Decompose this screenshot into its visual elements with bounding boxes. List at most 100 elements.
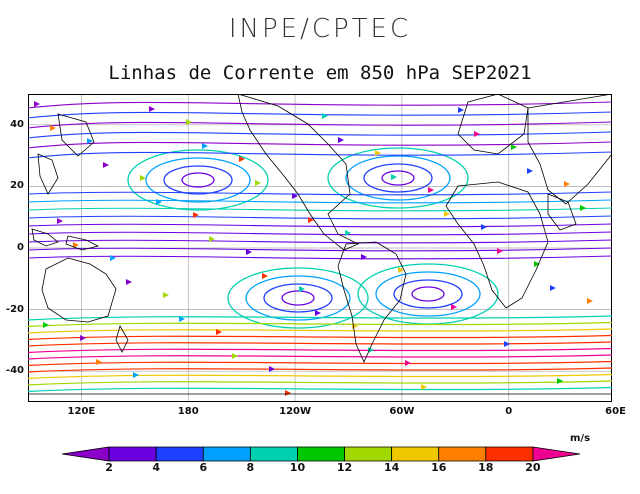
streamline (28, 380, 612, 386)
flow-arrow (534, 261, 540, 267)
flow-arrow (564, 181, 570, 187)
lat-tick-label: 40 (10, 118, 24, 130)
flow-arrow (126, 279, 132, 285)
flow-arrow (345, 230, 351, 236)
flow-arrow (292, 193, 298, 199)
streamline (28, 315, 612, 321)
streamline (28, 231, 612, 236)
anticyclone-streamline (127, 149, 269, 211)
streamline (28, 367, 612, 373)
anticyclone-streamline (227, 267, 369, 329)
colorbar-segment (108, 446, 157, 462)
flow-arrow (580, 205, 586, 211)
flow-arrow (246, 249, 252, 255)
flow-arrow (299, 286, 305, 292)
streamline (28, 341, 612, 347)
streamline (28, 151, 612, 159)
header-institution: INPE/CPTEC (228, 14, 412, 44)
streamline (28, 360, 612, 367)
anticyclone-streamline (263, 283, 333, 313)
anticyclone-streamline (281, 290, 315, 306)
colorbar-segment (391, 446, 440, 462)
flow-arrow (361, 254, 367, 260)
flow-arrow (527, 168, 533, 174)
anticyclone-streamline (245, 275, 351, 321)
colorbar-segment (202, 446, 251, 462)
map-title: Linhas de Corrente em 850 hPa SEP2021 (108, 62, 532, 84)
colorbar-segment (249, 446, 298, 462)
flow-arrow (87, 138, 93, 144)
flow-arrow (50, 125, 56, 131)
colorbar-segment (297, 446, 345, 462)
colorbar-tick-label: 8 (246, 461, 255, 474)
flow-arrow (511, 144, 517, 150)
flow-arrow (186, 119, 192, 125)
flow-arrow (103, 162, 109, 168)
flow-arrow (458, 107, 464, 113)
streamline (28, 121, 612, 129)
flow-arrow (239, 156, 245, 162)
streamline (28, 347, 612, 354)
streamline (28, 321, 612, 328)
flow-arrow (43, 322, 49, 328)
streamline (28, 207, 612, 212)
anticyclone-streamline (327, 147, 469, 209)
colorbar-tick-label: 6 (199, 461, 208, 474)
anticyclone-streamline (393, 279, 463, 309)
colorbar (62, 446, 580, 462)
flow-arrow (587, 298, 593, 304)
flow-arrow (232, 353, 238, 359)
anticyclone-streamline (145, 157, 251, 203)
flow-arrow (474, 131, 480, 137)
flow-arrow (308, 217, 314, 223)
streamline (28, 334, 612, 341)
coastlines (28, 94, 612, 395)
flow-arrow (285, 390, 291, 396)
flow-arrow (202, 143, 208, 149)
lat-tick-label: 0 (17, 242, 24, 253)
streamline (28, 215, 612, 220)
streamline (28, 191, 612, 196)
flow-arrow (322, 113, 328, 119)
colorbar-unit: m/s (570, 433, 591, 444)
flow-arrow (338, 137, 344, 143)
flow-arrow (451, 304, 457, 310)
colorbar-tick-label: 2 (105, 461, 113, 474)
flow-arrow (163, 292, 169, 298)
anticyclone-streamline (375, 271, 481, 317)
flow-arrow (421, 384, 427, 390)
colorbar-tick-label: 16 (431, 461, 447, 474)
anticyclone-streamline (181, 172, 215, 188)
streamline (28, 328, 612, 334)
lon-tick-label: 180 (177, 406, 199, 417)
lat-tick-label: -40 (5, 365, 24, 377)
flow-arrow (405, 360, 411, 366)
colorbar-tick-label: 18 (478, 461, 494, 474)
streamline (28, 373, 612, 380)
flow-arrow (444, 211, 450, 217)
flow-arrow (209, 236, 215, 242)
streamline (28, 111, 612, 119)
anticyclone-streamline (357, 263, 499, 325)
flow-arrow (428, 187, 434, 193)
flow-arrow (34, 101, 40, 107)
flow-arrow (262, 273, 268, 279)
colorbar-tick-label: 20 (525, 461, 541, 474)
flow-arrow (156, 199, 162, 205)
streamline (28, 239, 612, 244)
colorbar-tick-label: 10 (289, 461, 306, 474)
streamline (28, 223, 612, 228)
flow-arrow (96, 359, 102, 365)
flow-arrow (550, 285, 556, 291)
flow-arrow (368, 347, 374, 353)
flow-arrow (497, 248, 503, 254)
colorbar-tick-label: 12 (336, 461, 353, 474)
flow-arrow (255, 180, 261, 186)
flow-arrow (140, 175, 146, 181)
flow-arrow (193, 212, 199, 218)
flow-arrow (481, 224, 487, 230)
flow-arrow (73, 242, 79, 248)
flow-arrow (557, 378, 563, 384)
colorbar-segment (155, 446, 204, 462)
streamline (28, 199, 612, 204)
